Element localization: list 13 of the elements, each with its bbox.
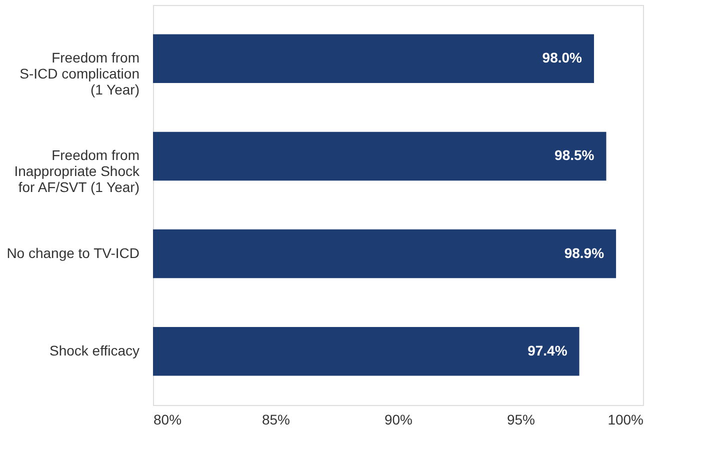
y-tick-label: No change to TV-ICD <box>6 244 140 261</box>
data-label: 98.9% <box>564 244 605 261</box>
x-tick-label: 90% <box>384 412 413 428</box>
data-label: 98.5% <box>554 147 595 164</box>
y-tick-label: Freedom from Inappropriate Shock for AF/SVT (1 Year) <box>14 147 140 196</box>
y-tick-label: Shock efficacy <box>49 342 140 358</box>
data-label: 97.4% <box>528 342 568 358</box>
x-tick-label: 95% <box>506 412 536 428</box>
x-tick-label: 80% <box>154 412 182 428</box>
y-tick-label: Freedom from S-ICD complication (1 Year) <box>20 50 140 98</box>
x-tick-label: 85% <box>262 412 290 428</box>
data-label: 98.0% <box>542 50 583 66</box>
x-tick-label: 100% <box>608 412 644 428</box>
